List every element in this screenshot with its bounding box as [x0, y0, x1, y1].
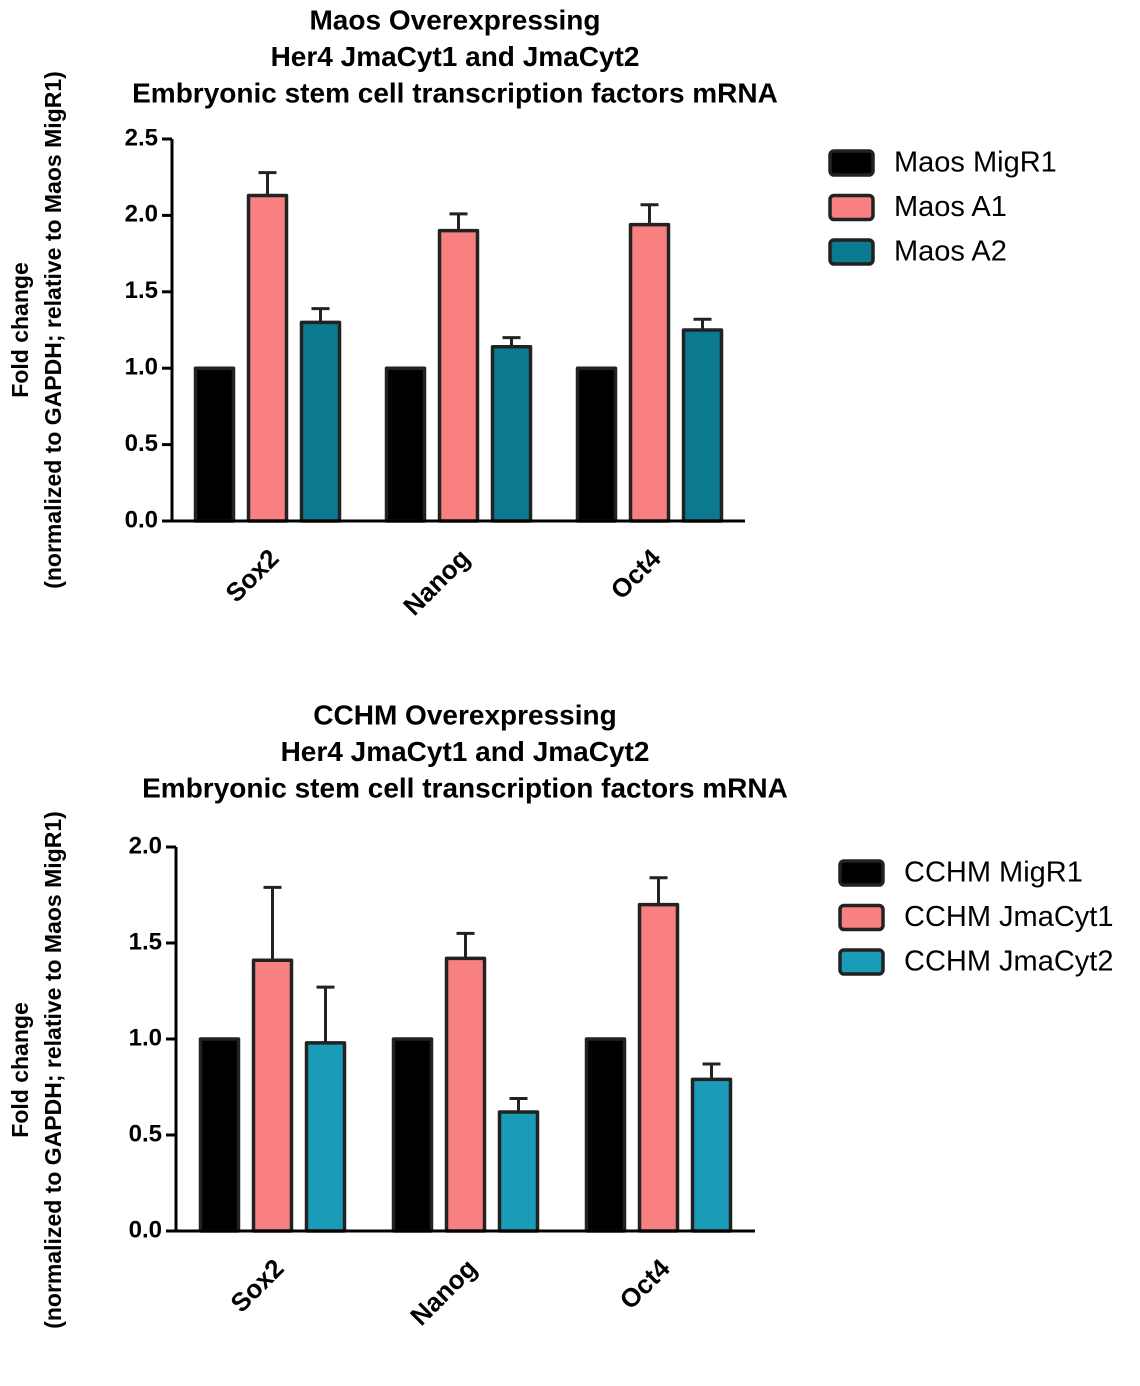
x-tick-label: Nanog [404, 1253, 482, 1331]
bar [391, 1037, 434, 1233]
error-bar [311, 307, 330, 323]
y-tick-label: 1.0 [125, 354, 158, 381]
legend-swatch [838, 948, 885, 976]
error-bar [509, 1097, 528, 1112]
legend-label: CCHM MigR1 [904, 857, 1083, 889]
error-bar [449, 212, 468, 231]
bar [299, 320, 342, 523]
y-tick-label: 2.0 [125, 201, 158, 228]
y-tick-label: 0.5 [125, 430, 158, 457]
legend-swatch [828, 193, 875, 222]
bar [437, 228, 480, 523]
legend-label: Maos A1 [894, 191, 1007, 223]
y-tick-label: 2.0 [129, 832, 162, 859]
legend-label: Maos MigR1 [894, 147, 1057, 179]
y-tick-label: 2.5 [125, 124, 158, 151]
legend-swatch [828, 238, 875, 266]
chart-title: Her4 JmaCyt1 and JmaCyt2 [281, 736, 650, 767]
legend-label: Maos A2 [894, 236, 1007, 268]
error-bar [649, 876, 668, 905]
y-tick-label: 1.5 [125, 277, 158, 304]
y-tick-label: 1.0 [129, 1024, 162, 1051]
legend-swatch [838, 859, 885, 887]
y-axis-label: (normalized to GAPDH; relative to Maos M… [40, 71, 66, 589]
chart-title: Her4 JmaCyt1 and JmaCyt2 [271, 41, 640, 72]
bar [198, 1037, 241, 1233]
x-tick-label: Sox2 [219, 543, 284, 608]
error-bar [456, 931, 475, 959]
error-bar [693, 317, 712, 330]
legend-swatch [838, 903, 885, 932]
error-bar [702, 1062, 721, 1080]
bar [246, 193, 289, 523]
y-axis-label: (normalized to GAPDH; relative to Maos M… [40, 811, 66, 1329]
x-tick-label: Sox2 [224, 1253, 289, 1318]
x-tick-label: Nanog [397, 543, 475, 621]
y-axis-label: Fold change [7, 262, 33, 397]
bar [304, 1041, 347, 1233]
bar [584, 1037, 627, 1233]
y-tick-label: 1.5 [129, 928, 162, 955]
error-bar [258, 171, 277, 196]
bar [193, 366, 236, 523]
legend-label: CCHM JmaCyt2 [904, 946, 1113, 978]
bar [690, 1077, 733, 1233]
chart-title: Embryonic stem cell transcription factor… [132, 77, 778, 108]
bar [628, 222, 671, 523]
bar [575, 366, 618, 523]
error-bar [316, 985, 335, 1043]
bar [251, 958, 294, 1233]
error-bar [263, 885, 282, 961]
chart-title: Embryonic stem cell transcription factor… [142, 772, 788, 803]
x-tick-label: Oct4 [605, 543, 667, 605]
bar [490, 345, 533, 523]
bar [681, 328, 724, 523]
y-tick-label: 0.0 [129, 1216, 162, 1243]
legend-label: CCHM JmaCyt1 [904, 901, 1113, 933]
chart-title: CCHM Overexpressing [313, 699, 616, 730]
legend-swatch [828, 149, 875, 177]
bar [497, 1110, 540, 1233]
y-axis-label: Fold change [7, 1002, 33, 1137]
error-bar [640, 203, 659, 225]
x-tick-label: Oct4 [614, 1253, 676, 1315]
y-tick-label: 0.0 [125, 506, 158, 533]
bar [637, 902, 680, 1233]
bar [384, 366, 427, 523]
bar [444, 956, 487, 1233]
chart-title: Maos Overexpressing [309, 4, 600, 35]
y-tick-label: 0.5 [129, 1120, 162, 1147]
